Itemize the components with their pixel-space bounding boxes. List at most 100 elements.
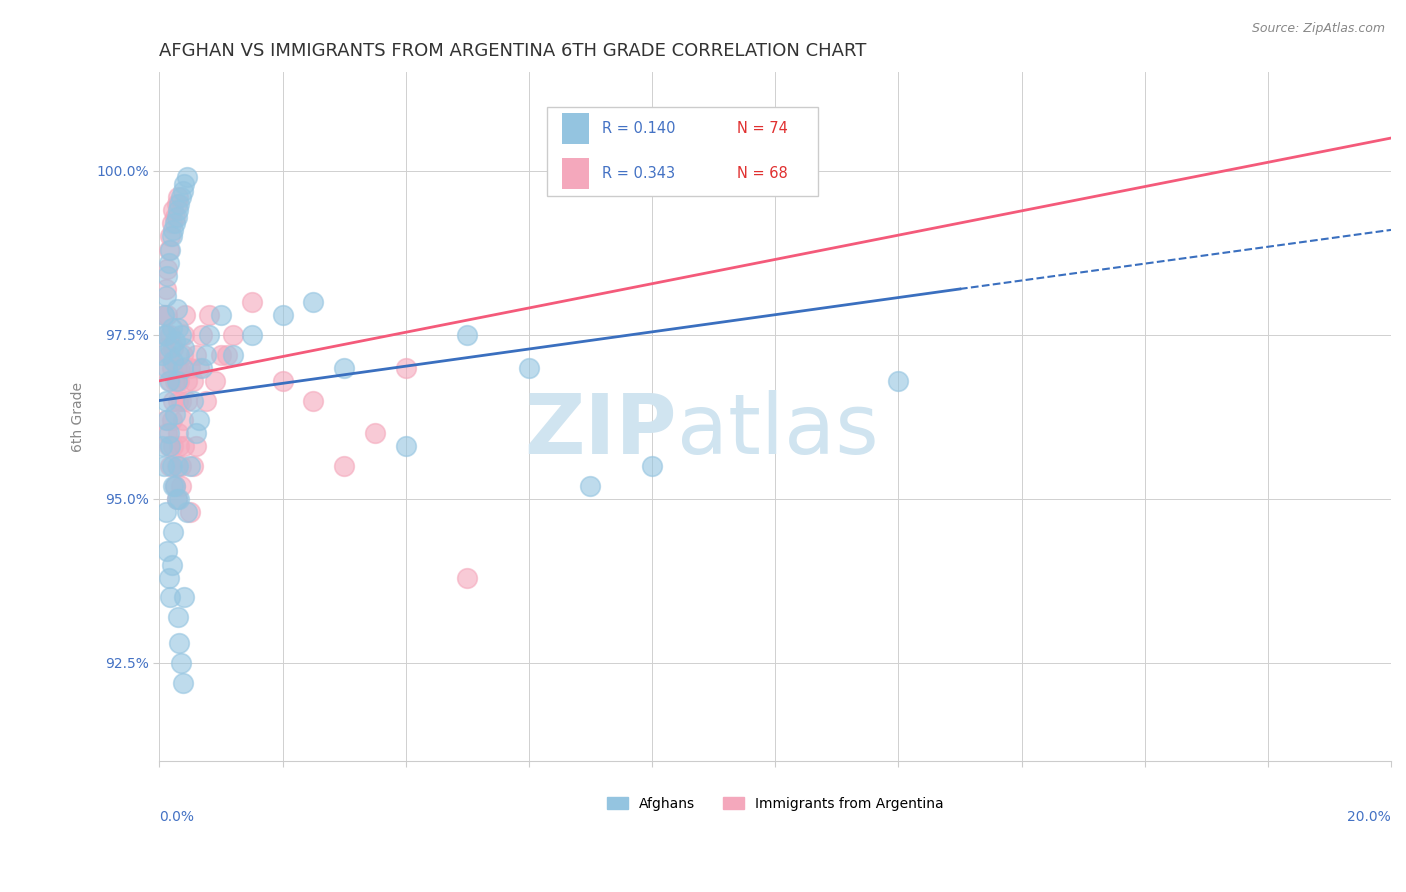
Point	[163, 210, 186, 224]
Point	[333, 459, 356, 474]
Point	[222, 348, 245, 362]
Legend: Afghans, Immigrants from Argentina: Afghans, Immigrants from Argentina	[602, 791, 949, 816]
Point	[167, 459, 190, 474]
Point	[188, 360, 211, 375]
Point	[155, 393, 177, 408]
Point	[162, 203, 184, 218]
Point	[160, 459, 183, 474]
Point	[179, 459, 201, 474]
Point	[152, 360, 174, 375]
Point	[156, 544, 179, 558]
Point	[163, 334, 186, 349]
Point	[166, 196, 188, 211]
Point	[167, 636, 190, 650]
Point	[240, 295, 263, 310]
Text: N = 74: N = 74	[737, 121, 787, 136]
Point	[167, 196, 190, 211]
Point	[167, 439, 190, 453]
Point	[155, 413, 177, 427]
Point	[181, 459, 204, 474]
Point	[159, 229, 181, 244]
Point	[156, 262, 179, 277]
Point	[160, 321, 183, 335]
Point	[548, 177, 571, 191]
Text: R = 0.343: R = 0.343	[602, 166, 675, 181]
Point	[156, 268, 179, 283]
Point	[156, 360, 179, 375]
Point	[191, 327, 214, 342]
Point	[166, 210, 188, 224]
Point	[162, 393, 184, 408]
Point	[157, 571, 180, 585]
Point	[155, 288, 177, 302]
Point	[170, 479, 193, 493]
Text: atlas: atlas	[676, 390, 879, 471]
Bar	[562, 158, 589, 189]
Point	[172, 413, 194, 427]
Y-axis label: 6th Grade: 6th Grade	[72, 382, 86, 452]
Point	[159, 374, 181, 388]
Point	[153, 341, 176, 355]
Point	[170, 327, 193, 342]
Point	[163, 407, 186, 421]
Point	[170, 190, 193, 204]
Point	[186, 426, 208, 441]
Point	[163, 479, 186, 493]
Point	[302, 393, 325, 408]
Point	[155, 327, 177, 342]
Point	[157, 348, 180, 362]
Point	[160, 229, 183, 244]
Point	[162, 439, 184, 453]
Point	[204, 374, 226, 388]
Point	[186, 439, 208, 453]
Point	[152, 348, 174, 362]
Point	[173, 327, 195, 342]
Point	[159, 591, 181, 605]
Point	[159, 439, 181, 453]
Point	[217, 348, 239, 362]
Point	[157, 256, 180, 270]
Point	[159, 459, 181, 474]
Point	[163, 479, 186, 493]
Point	[333, 360, 356, 375]
Point	[166, 491, 188, 506]
Point	[167, 348, 190, 362]
Point	[172, 675, 194, 690]
Point	[167, 190, 190, 204]
Point	[517, 360, 540, 375]
Point	[364, 426, 387, 441]
Point	[176, 505, 198, 519]
Point	[641, 459, 664, 474]
Point	[170, 393, 193, 408]
Point	[157, 243, 180, 257]
Point	[181, 393, 204, 408]
Point	[456, 571, 478, 585]
Point	[167, 610, 190, 624]
Point	[153, 308, 176, 322]
Point	[271, 308, 294, 322]
Point	[302, 295, 325, 310]
Point	[155, 505, 177, 519]
Point	[209, 348, 232, 362]
Point	[163, 216, 186, 230]
Point	[159, 327, 181, 342]
Point	[167, 393, 190, 408]
Point	[162, 354, 184, 368]
Point	[188, 413, 211, 427]
Point	[166, 491, 188, 506]
Point	[160, 360, 183, 375]
Point	[176, 374, 198, 388]
Bar	[562, 113, 589, 145]
Point	[160, 413, 183, 427]
Point	[159, 243, 181, 257]
Text: Source: ZipAtlas.com: Source: ZipAtlas.com	[1251, 22, 1385, 36]
Point	[153, 459, 176, 474]
Point	[170, 656, 193, 670]
Point	[173, 177, 195, 191]
Point	[179, 360, 201, 375]
Point	[174, 308, 197, 322]
Point	[157, 439, 180, 453]
Point	[222, 327, 245, 342]
Point	[395, 360, 418, 375]
Text: N = 68: N = 68	[737, 166, 787, 181]
